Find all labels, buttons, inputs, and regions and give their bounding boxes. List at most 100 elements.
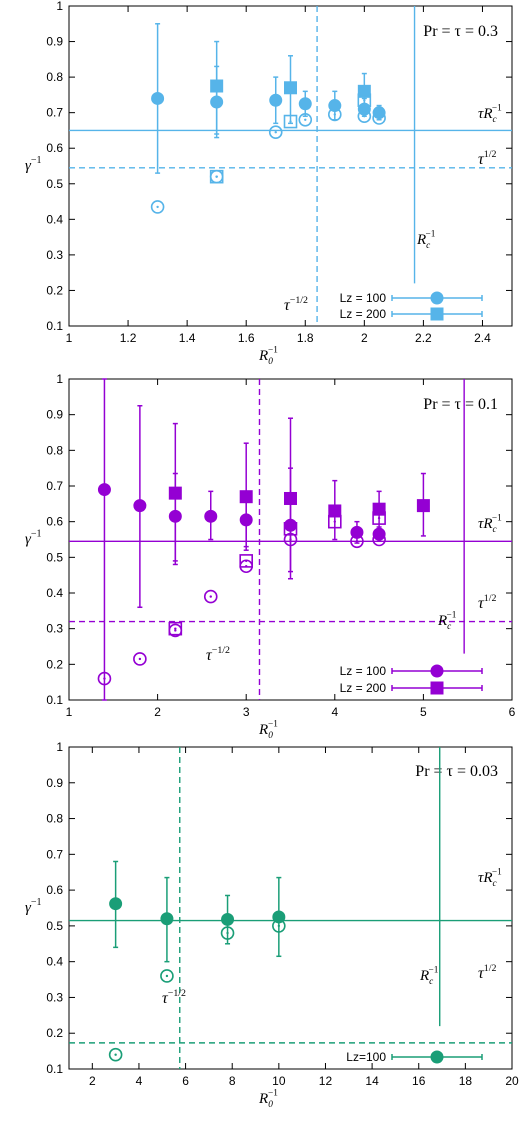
- chart-title: Pr = τ = 0.03: [415, 763, 498, 780]
- y-tick-label: 0.9: [46, 408, 63, 422]
- series-4: [209, 93, 372, 184]
- legend-entry: Lz = 100: [340, 664, 483, 678]
- data-point-dot: [333, 113, 336, 116]
- y-tick-label: 0.3: [46, 248, 63, 262]
- data-point: [203, 589, 218, 604]
- x-tick-label: 12: [319, 1074, 333, 1088]
- label-tau-neg-half: τ−1/2: [162, 988, 186, 1007]
- y-tick-label: 0.1: [46, 693, 63, 707]
- x-tick-label: 2.4: [474, 331, 491, 345]
- legend-marker: [430, 1050, 444, 1064]
- data-point-dot: [289, 527, 292, 530]
- data-point: [328, 504, 342, 518]
- data-point: [220, 926, 235, 940]
- series-2: [108, 919, 286, 1062]
- x-tick-label: 1.6: [238, 331, 255, 345]
- legend-entry: Lz = 100: [340, 291, 483, 305]
- x-tick-label: 2: [89, 1074, 96, 1088]
- data-point-dot: [377, 516, 381, 520]
- data-point: [221, 912, 235, 926]
- data-point: [372, 511, 386, 525]
- data-point: [372, 532, 386, 547]
- y-tick-label: 0.7: [46, 106, 63, 120]
- x-tick-label: 1: [66, 705, 73, 719]
- data-point: [268, 125, 283, 140]
- data-point: [269, 93, 283, 107]
- y-tick-label: 0.6: [46, 515, 63, 529]
- data-point: [109, 897, 123, 911]
- y-tick-label: 0.4: [46, 586, 63, 600]
- data-point-dot: [363, 99, 366, 102]
- data-point: [160, 912, 174, 926]
- y-axis-label: γ−1: [25, 529, 42, 548]
- legend-label: Lz = 200: [340, 307, 387, 321]
- y-tick-label: 0.1: [46, 1062, 63, 1076]
- data-point: [150, 200, 165, 214]
- data-point-dot: [277, 924, 281, 928]
- data-point: [133, 499, 147, 513]
- label-tau-half: τ1/2: [478, 149, 496, 168]
- data-point: [298, 97, 312, 111]
- legend-entry: Lz = 200: [340, 681, 483, 695]
- x-tick-label: 20: [505, 1074, 519, 1088]
- x-axis-label: R0−1: [258, 720, 278, 741]
- y-tick-label: 0.2: [46, 283, 63, 297]
- label-tau-half: τ1/2: [478, 963, 496, 982]
- x-tick-label: 1.2: [120, 331, 137, 345]
- y-tick-label: 0.7: [46, 847, 63, 861]
- label-tau-rc: τRc−1: [478, 868, 502, 889]
- data-point-dot: [304, 118, 307, 121]
- x-tick-label: 2.2: [415, 331, 432, 345]
- label-tau-rc: τRc−1: [478, 104, 502, 125]
- y-tick-label: 0.7: [46, 479, 63, 493]
- data-point-dot: [156, 205, 159, 209]
- legend-label: Lz = 100: [340, 291, 387, 305]
- plot-frame: [68, 378, 513, 701]
- data-point-dot: [209, 595, 212, 598]
- y-tick-label: 1: [56, 0, 63, 13]
- data-point-dot: [289, 120, 292, 123]
- data-point-dot: [274, 131, 277, 134]
- data-point-dot: [377, 116, 381, 120]
- data-point-dot: [138, 657, 142, 661]
- x-axis-label: R0−1: [258, 1089, 278, 1110]
- label-tau-neg-half: τ−1/2: [284, 295, 308, 314]
- legend-label: Lz = 100: [340, 664, 387, 678]
- data-point: [357, 93, 372, 108]
- chart-title: Pr = τ = 0.3: [423, 23, 498, 40]
- y-tick-label: 0.6: [46, 141, 63, 155]
- series-1: [151, 23, 386, 174]
- x-tick-label: 3: [243, 705, 250, 719]
- data-point: [350, 534, 364, 549]
- data-point: [272, 919, 286, 933]
- data-point: [168, 621, 183, 636]
- legend-marker: [430, 664, 444, 678]
- series-2: [168, 417, 430, 573]
- data-point-dot: [103, 677, 106, 680]
- x-tick-label: 2: [154, 705, 161, 719]
- data-point: [283, 521, 298, 536]
- data-point: [357, 109, 372, 124]
- series-3: [97, 532, 386, 686]
- data-point: [133, 652, 147, 666]
- x-tick-label: 6: [182, 1074, 189, 1088]
- data-point: [239, 490, 253, 504]
- legend-marker: [430, 291, 444, 305]
- y-tick-label: 0.8: [46, 812, 63, 826]
- chart-panel-2: 0.1 0.2 0.3 0.4 0.5 0.6 0.7 0.8 0.9 1 1 2 3 4 5 6 γ−1 R0−…: [25, 372, 516, 741]
- y-tick-label: 0.8: [46, 443, 63, 457]
- x-tick-label: 6: [509, 705, 516, 719]
- legend-marker: [430, 681, 444, 695]
- series-1: [109, 860, 286, 963]
- legend-entry: Lz = 200: [340, 307, 483, 321]
- y-axis-label: γ−1: [25, 897, 42, 916]
- x-tick-label: 4: [331, 705, 338, 719]
- x-tick-label: 1.8: [297, 331, 314, 345]
- series-4: [168, 511, 386, 636]
- y-tick-label: 0.5: [46, 919, 63, 933]
- y-tick-label: 0.4: [46, 212, 63, 226]
- plot-frame: [68, 746, 513, 1070]
- y-axis-label: γ−1: [25, 155, 42, 174]
- data-point: [283, 114, 298, 129]
